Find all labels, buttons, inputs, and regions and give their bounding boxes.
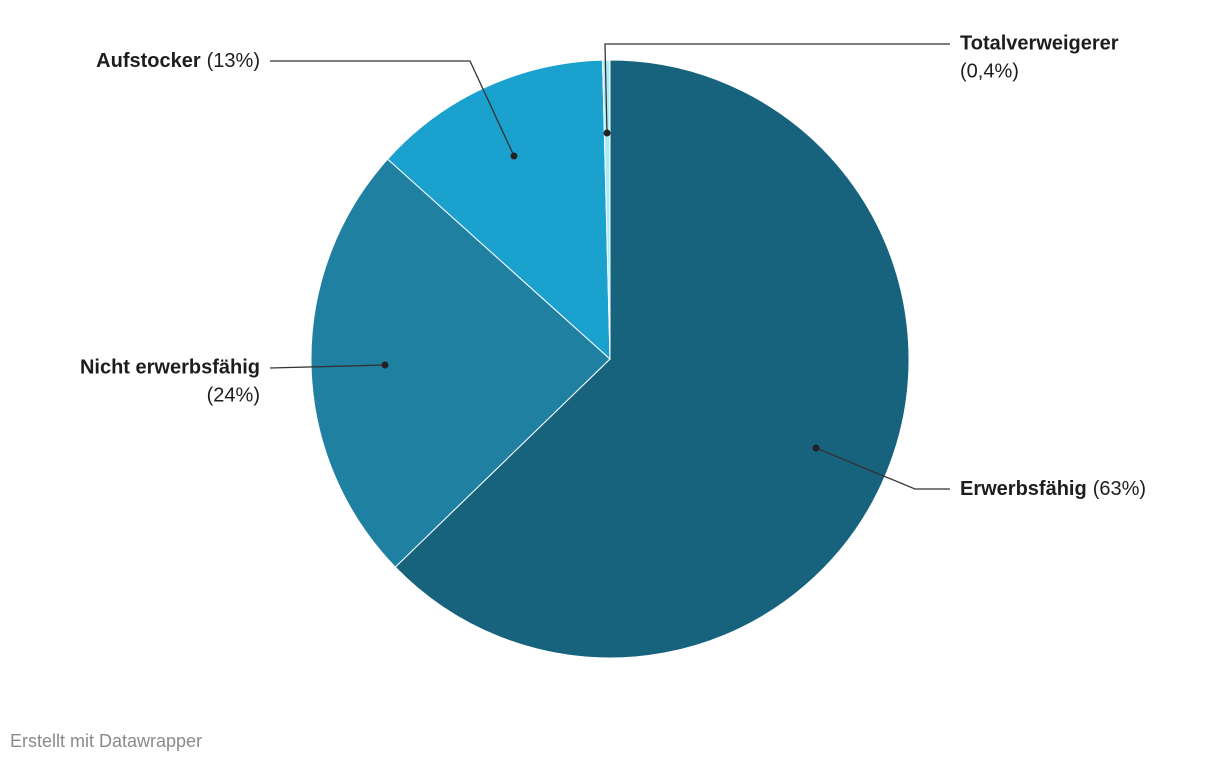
- label-value: (13%): [207, 50, 260, 72]
- label-value: (0,4%): [960, 60, 1019, 82]
- leader-dot: [510, 152, 518, 160]
- pie-slice: [394, 59, 910, 659]
- label: Aufstocker (13%): [96, 50, 260, 72]
- label-name: Totalverweigerer: [960, 32, 1119, 54]
- leader-line: [270, 60, 515, 157]
- label: Erwerbsfähig (63%): [960, 478, 1146, 500]
- label-value: (24%): [207, 384, 260, 406]
- label-name: Aufstocker: [96, 50, 201, 72]
- pie-slice: [386, 59, 611, 361]
- leader-dot: [812, 444, 820, 452]
- leader-line: [604, 43, 950, 134]
- credit: Erstellt mit Datawrapper: [10, 731, 202, 751]
- pie-slice: [310, 158, 611, 568]
- pie: [310, 59, 910, 659]
- leader-dot: [381, 361, 389, 369]
- label-value: (63%): [1093, 478, 1146, 500]
- label-name: Erwerbsfähig: [960, 478, 1087, 500]
- labels: Erwerbsfähig (63%) Nicht erwerbsfähig (24%)…: [80, 32, 1146, 500]
- leader-line: [269, 364, 386, 369]
- leader-dot: [603, 129, 611, 137]
- label-name: Nicht erwerbsfähig: [80, 356, 260, 378]
- leader-line: [815, 447, 950, 490]
